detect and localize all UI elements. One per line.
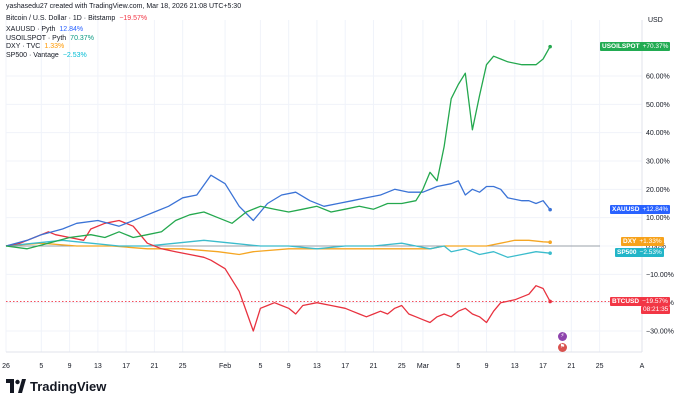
series-end-dot-dxy: [548, 240, 552, 245]
legend-dxy[interactable]: DXY · TVC 1.33%: [6, 42, 64, 51]
legend-spx-value: −2.53%: [62, 52, 87, 59]
series-end-dot-sp500: [548, 251, 552, 255]
x-tick-label: 5: [456, 363, 460, 370]
series-end-dot-btcusd: [548, 299, 552, 304]
series-end-dot-xauusd: [548, 207, 552, 212]
legend-spx[interactable]: SP500 · Vantage −2.53%: [6, 51, 87, 60]
price-label-dxy-value: +1.33%: [639, 238, 662, 245]
y-tick-label: 20.00%: [646, 187, 670, 194]
legend-xau[interactable]: XAUUSD · Pyth 12.84%: [6, 25, 83, 34]
series-line-xauusd: [5, 174, 551, 247]
y-tick-label: 30.00%: [646, 159, 670, 166]
price-label-dxy-symbol: DXY: [623, 238, 637, 245]
legend-dxy-value: 1.33%: [44, 43, 65, 50]
price-label-spx-value: −2.53%: [639, 249, 662, 256]
x-tick-label: 25: [179, 363, 187, 370]
currency-label: USD: [648, 17, 663, 24]
y-tick-label: 40.00%: [646, 130, 670, 137]
legend-oil-value: 70.37%: [70, 35, 94, 42]
flag-event-icon[interactable]: ⚑: [558, 343, 567, 352]
price-label-oil-symbol: USOILSPOT: [602, 43, 640, 50]
btc-countdown: 08:21:35: [641, 306, 671, 314]
x-tick-label: 9: [68, 363, 72, 370]
y-tick-label: −30.00%: [646, 329, 674, 336]
price-label-xau-value: +12.84%: [642, 206, 669, 213]
x-tick-label: 13: [313, 363, 321, 370]
tradingview-logo-icon: [6, 379, 26, 393]
series-line-dxy: [5, 239, 551, 256]
legend-oil[interactable]: USOILSPOT · Pyth 70.37%: [6, 34, 94, 43]
price-label-xau-symbol: XAUUSD: [612, 206, 640, 213]
legend-btc-value: −19.57%: [119, 15, 148, 22]
y-tick-label: 60.00%: [646, 74, 670, 81]
y-tick-label: 50.00%: [646, 102, 670, 109]
price-label-oil: USOILSPOT +70.37%: [600, 42, 671, 51]
price-label-dxy: DXY +1.33%: [621, 237, 664, 246]
legend-oil-name: USOILSPOT · Pyth: [6, 35, 67, 42]
legend-btc-name: Bitcoin / U.S. Dollar · 1D · Bitstamp: [6, 15, 116, 22]
x-tick-label: 9: [287, 363, 291, 370]
price-label-oil-value: +70.37%: [642, 43, 669, 50]
x-tick-label: Mar: [417, 363, 430, 370]
x-tick-label: 5: [258, 363, 262, 370]
legend-spx-name: SP500 · Vantage: [6, 52, 59, 59]
x-tick-label: 21: [567, 363, 575, 370]
x-tick-label: 5: [39, 363, 43, 370]
series-line-usoilspot: [5, 46, 551, 250]
legend-dxy-name: DXY · TVC: [6, 43, 41, 50]
chart-creator-note: yashasedu27 created with TradingView.com…: [6, 3, 242, 10]
price-label-xau: XAUUSD +12.84%: [610, 205, 671, 214]
x-tick-label: 21: [151, 363, 159, 370]
series-line-sp500: [5, 239, 551, 258]
price-label-btc-symbol: BTCUSD: [612, 298, 640, 305]
price-label-spx-symbol: SP500: [617, 249, 637, 256]
x-tick-label: Feb: [219, 363, 231, 370]
x-tick-label: 26: [2, 363, 10, 370]
x-tick-label: 9: [485, 363, 489, 370]
x-tick-label: 13: [511, 363, 519, 370]
price-label-btc-value: −19.57%: [642, 298, 668, 305]
x-tick-label: 13: [94, 363, 102, 370]
x-tick-label: A: [640, 363, 645, 370]
tradingview-logo[interactable]: TradingView: [6, 376, 106, 396]
x-tick-label: 21: [370, 363, 378, 370]
series-end-dot-usoilspot: [548, 44, 552, 49]
lightning-event-icon[interactable]: ⚡: [558, 332, 567, 341]
y-tick-label: 0.00%: [646, 244, 666, 251]
legend-btc[interactable]: Bitcoin / U.S. Dollar · 1D · Bitstamp −19…: [6, 14, 147, 23]
x-tick-label: 25: [398, 363, 406, 370]
x-tick-label: 25: [596, 363, 604, 370]
x-tick-label: 17: [539, 363, 547, 370]
tradingview-logo-text: TradingView: [30, 378, 107, 394]
legend-xau-name: XAUUSD · Pyth: [6, 26, 56, 33]
x-tick-label: 17: [122, 363, 130, 370]
y-tick-label: 10.00%: [646, 215, 670, 222]
price-label-btc: BTCUSD −19.57%: [610, 297, 670, 306]
x-tick-label: 17: [341, 363, 349, 370]
legend-xau-value: 12.84%: [59, 26, 84, 33]
series-line-btcusd: [5, 219, 551, 332]
y-tick-label: −10.00%: [646, 272, 674, 279]
price-label-spx: SP500 −2.53%: [615, 248, 664, 257]
